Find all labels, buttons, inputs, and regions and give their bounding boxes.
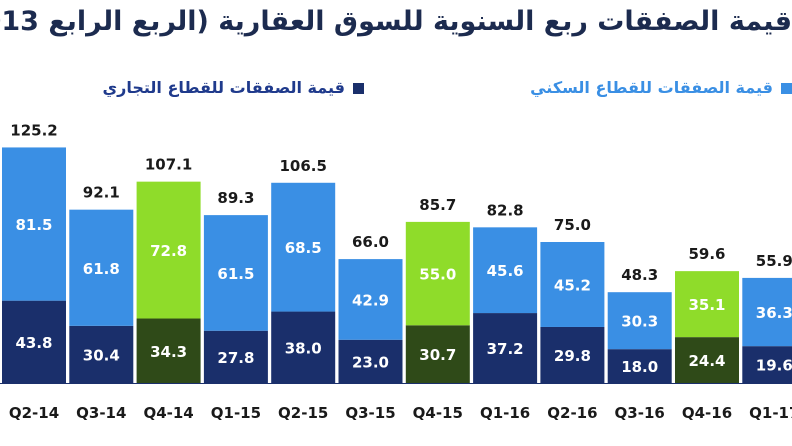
tick-label-Q1-15: Q1-15 bbox=[211, 404, 261, 422]
label-total-Q3-16: 48.3 bbox=[621, 266, 658, 284]
label-total-Q1-15: 89.3 bbox=[217, 189, 254, 207]
label-residential-Q1-15: 61.5 bbox=[217, 265, 254, 283]
tick-label-Q2-14: Q2-14 bbox=[9, 404, 59, 422]
bar-residential-Q4-14 bbox=[136, 181, 201, 319]
label-commercial-Q4-14: 34.3 bbox=[150, 343, 187, 361]
tick-label-Q3-16: Q3-16 bbox=[615, 404, 665, 422]
label-commercial-Q1-15: 27.8 bbox=[217, 349, 254, 367]
bar-commercial-Q4-14 bbox=[136, 318, 201, 383]
label-residential-Q3-16: 30.3 bbox=[621, 313, 658, 331]
label-total-Q2-16: 75.0 bbox=[554, 216, 591, 234]
bar-commercial-Q3-15 bbox=[338, 339, 403, 383]
label-total-Q3-14: 92.1 bbox=[83, 184, 120, 202]
tick-label-Q4-16: Q4-16 bbox=[682, 404, 732, 422]
label-residential-Q2-14: 81.5 bbox=[15, 216, 52, 234]
label-commercial-Q3-16: 18.0 bbox=[621, 358, 658, 376]
legend-label-residential: قيمة الصفقات للقطاع السكني bbox=[530, 78, 773, 97]
legend-residential: قيمة الصفقات للقطاع السكني bbox=[530, 78, 792, 97]
bar-residential-Q2-15 bbox=[271, 182, 336, 312]
legend-swatch-residential bbox=[781, 83, 792, 94]
label-commercial-Q4-15: 30.7 bbox=[419, 346, 456, 364]
label-commercial-Q2-16: 29.8 bbox=[554, 347, 591, 365]
bar-residential-Q4-15 bbox=[405, 221, 470, 326]
bar-residential-Q3-16 bbox=[607, 292, 672, 350]
label-commercial-Q3-14: 30.4 bbox=[83, 346, 120, 364]
label-commercial-Q3-15: 23.0 bbox=[352, 353, 389, 371]
bar-commercial-Q3-14 bbox=[69, 325, 134, 383]
label-residential-Q4-15: 55.0 bbox=[419, 266, 456, 284]
tick-label-Q4-14: Q4-14 bbox=[143, 404, 193, 422]
label-residential-Q2-15: 68.5 bbox=[285, 239, 322, 257]
label-total-Q3-15: 66.0 bbox=[352, 233, 389, 251]
label-residential-Q3-15: 42.9 bbox=[352, 291, 389, 309]
label-residential-Q1-17: 36.3 bbox=[756, 304, 792, 322]
label-commercial-Q1-17: 19.6 bbox=[756, 357, 792, 375]
label-total-Q2-14: 125.2 bbox=[10, 121, 57, 139]
bar-commercial-Q4-16 bbox=[675, 337, 739, 383]
label-residential-Q3-14: 61.8 bbox=[83, 260, 120, 278]
label-residential-Q4-14: 72.8 bbox=[150, 242, 187, 260]
bar-residential-Q2-16 bbox=[540, 242, 605, 327]
bar-commercial-Q1-17 bbox=[742, 346, 792, 383]
tick-label-Q1-16: Q1-16 bbox=[480, 404, 530, 422]
label-total-Q1-16: 82.8 bbox=[487, 201, 524, 219]
tick-label-Q2-16: Q2-16 bbox=[547, 404, 597, 422]
bar-residential-Q1-16 bbox=[473, 227, 538, 314]
bar-commercial-Q4-15 bbox=[405, 325, 470, 383]
legend-swatch-commercial bbox=[353, 83, 364, 94]
label-total-Q4-16: 59.6 bbox=[688, 245, 725, 263]
bar-commercial-Q2-14 bbox=[2, 300, 66, 383]
bar-residential-Q3-15 bbox=[338, 259, 403, 340]
tick-label-Q4-15: Q4-15 bbox=[413, 404, 463, 422]
label-commercial-Q1-16: 37.2 bbox=[487, 340, 524, 358]
bar-commercial-Q2-15 bbox=[271, 311, 336, 383]
bar-commercial-Q2-16 bbox=[540, 326, 605, 383]
label-residential-Q1-16: 45.6 bbox=[487, 262, 524, 280]
label-total-Q4-15: 85.7 bbox=[419, 196, 456, 214]
label-total-Q4-14: 107.1 bbox=[145, 156, 192, 174]
label-commercial-Q2-14: 43.8 bbox=[15, 334, 52, 352]
bar-residential-Q1-15 bbox=[203, 215, 268, 331]
chart-title: قيمة الصفقات ربع السنوية للسوق العقارية … bbox=[0, 6, 792, 37]
legend-commercial: قيمة الصفقات للقطاع التجاري bbox=[102, 78, 364, 97]
bar-commercial-Q1-15 bbox=[203, 330, 268, 383]
label-residential-Q4-16: 35.1 bbox=[688, 296, 725, 314]
bar-residential-Q2-14 bbox=[2, 147, 66, 301]
tick-label-Q1-17: Q1-17 bbox=[749, 404, 792, 422]
legend-label-commercial: قيمة الصفقات للقطاع التجاري bbox=[102, 78, 345, 97]
tick-label-Q2-15: Q2-15 bbox=[278, 404, 328, 422]
bar-residential-Q4-16 bbox=[675, 271, 739, 338]
bar-commercial-Q3-16 bbox=[607, 349, 672, 383]
label-commercial-Q2-15: 38.0 bbox=[285, 339, 322, 357]
bar-residential-Q3-14 bbox=[69, 209, 134, 326]
label-residential-Q2-16: 45.2 bbox=[554, 276, 591, 294]
tick-label-Q3-15: Q3-15 bbox=[345, 404, 395, 422]
bar-commercial-Q1-16 bbox=[473, 313, 538, 383]
label-total-Q1-17: 55.9 bbox=[756, 252, 792, 270]
label-commercial-Q4-16: 24.4 bbox=[688, 352, 725, 370]
label-total-Q2-15: 106.5 bbox=[279, 157, 326, 175]
bar-residential-Q1-17 bbox=[742, 277, 792, 347]
tick-label-Q3-14: Q3-14 bbox=[76, 404, 126, 422]
